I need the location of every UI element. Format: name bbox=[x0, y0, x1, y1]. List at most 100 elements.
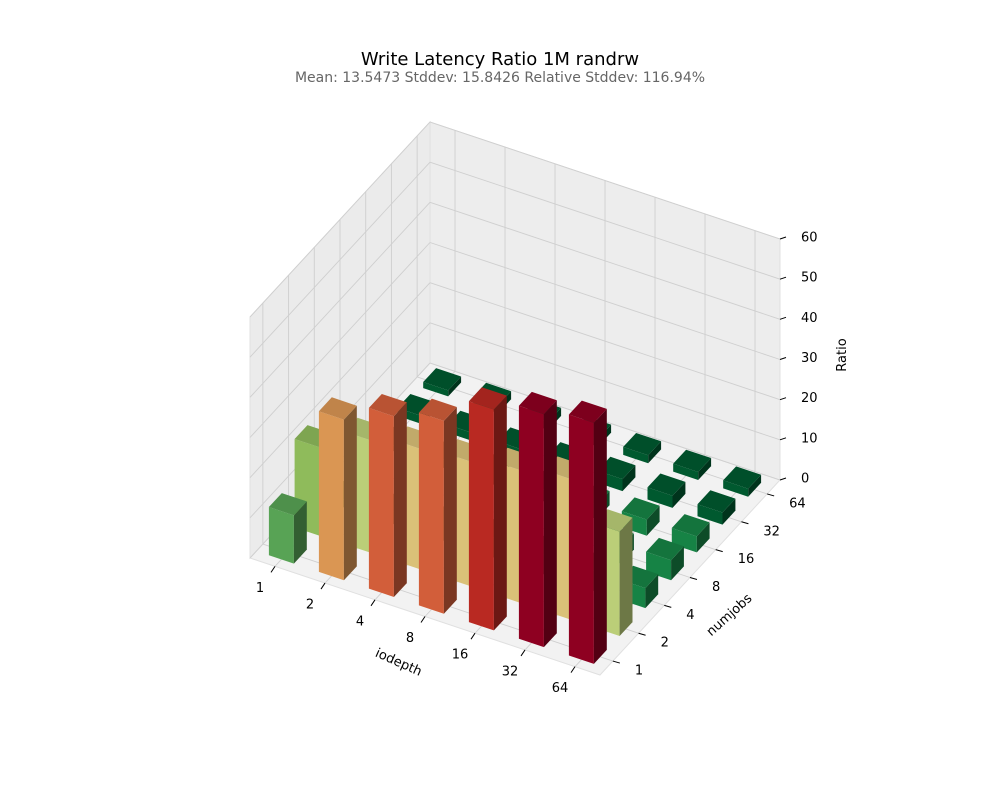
bar bbox=[468, 387, 507, 631]
bar-top-face bbox=[418, 398, 457, 421]
bar-top-face bbox=[623, 433, 662, 456]
tick-mark bbox=[470, 632, 476, 640]
left-grid-line bbox=[249, 282, 431, 478]
bar-side-face bbox=[722, 498, 736, 525]
tick-mark bbox=[715, 549, 723, 553]
bar-front-face bbox=[268, 507, 294, 564]
bar-front-face bbox=[568, 414, 594, 664]
y-tick-label: 2 bbox=[661, 636, 669, 651]
y-axis-label: numjobs bbox=[704, 591, 756, 640]
bar-side-face bbox=[646, 505, 660, 536]
bar-front-face bbox=[518, 405, 544, 648]
x-tick-label: 64 bbox=[552, 681, 569, 696]
back-grid-line bbox=[429, 201, 781, 320]
tick-mark bbox=[570, 666, 576, 673]
left-grid-line bbox=[249, 161, 431, 358]
bar-top-face bbox=[647, 473, 686, 496]
left-grid-line bbox=[249, 242, 431, 438]
bar-side-face bbox=[443, 407, 457, 614]
tick-mark bbox=[612, 660, 620, 664]
tick-mark bbox=[689, 577, 698, 580]
z-tick-label: 50 bbox=[801, 271, 818, 286]
bar-front-face bbox=[623, 446, 649, 464]
bar bbox=[568, 400, 607, 664]
bar-front-face bbox=[673, 463, 699, 480]
back-grid-line bbox=[429, 161, 781, 280]
bar-top-face bbox=[368, 394, 407, 417]
bar-side-face bbox=[393, 402, 407, 597]
bar-front-face bbox=[418, 412, 444, 614]
bar-front-face bbox=[368, 407, 394, 597]
bar bbox=[518, 391, 557, 648]
tick-mark bbox=[638, 632, 646, 636]
z-tick-label: 60 bbox=[801, 231, 818, 246]
bar bbox=[318, 397, 357, 581]
x-tick-label: 1 bbox=[256, 581, 264, 596]
x-axis-label: iodepth bbox=[373, 646, 424, 680]
y-tick-label: 64 bbox=[789, 496, 806, 511]
bar-front-face bbox=[318, 411, 344, 581]
chart-subtitle: Mean: 13.5473 Stddev: 15.8426 Relative S… bbox=[294, 70, 706, 86]
bar-side-face bbox=[748, 474, 762, 497]
left-grid-line bbox=[249, 202, 431, 398]
y-tick-label: 16 bbox=[738, 552, 755, 567]
left-grid-line bbox=[249, 121, 431, 318]
bar-side-face bbox=[648, 441, 662, 464]
bar-top-face bbox=[568, 400, 607, 423]
bar bbox=[671, 514, 710, 553]
y-tick-label: 8 bbox=[712, 580, 720, 595]
tick-mark bbox=[420, 616, 426, 623]
bar bbox=[623, 433, 662, 464]
tick-mark bbox=[779, 477, 787, 481]
bar-side-face bbox=[622, 465, 636, 492]
bars bbox=[268, 368, 762, 664]
back-grid-line bbox=[429, 322, 781, 441]
bar-side-face bbox=[593, 408, 607, 664]
bar-side-face bbox=[672, 481, 686, 508]
tick-mark bbox=[779, 357, 787, 360]
bar-top-face bbox=[468, 387, 507, 410]
bar-side-face bbox=[543, 400, 557, 648]
z-tick-label: 40 bbox=[801, 311, 818, 326]
bar-side-face bbox=[448, 376, 462, 397]
bar-side-face bbox=[645, 574, 659, 609]
back-grid-line bbox=[429, 242, 781, 360]
bar-side-face bbox=[293, 501, 307, 564]
x-tick-label: 4 bbox=[356, 614, 364, 629]
bar-front-face bbox=[697, 504, 723, 525]
bar-front-face bbox=[468, 401, 494, 631]
tick-mark bbox=[779, 236, 787, 240]
bar bbox=[697, 490, 736, 525]
tick-mark bbox=[370, 599, 376, 607]
bar-top-face bbox=[423, 368, 462, 391]
bar-top-face bbox=[671, 514, 710, 537]
bar-top-face bbox=[646, 537, 684, 561]
bar-top-face bbox=[268, 493, 307, 516]
x-tick-label: 8 bbox=[406, 631, 414, 646]
back-grid-line bbox=[429, 282, 781, 401]
bar bbox=[673, 449, 712, 480]
y-tick-label: 1 bbox=[635, 664, 643, 679]
z-tick-label: 20 bbox=[801, 391, 818, 406]
bar-front-face bbox=[423, 382, 449, 397]
tick-labels: 1 2 4 8 16 32 64 1 2 4 8 16 32 64 0 10 20 30 40 50 60 bbox=[256, 231, 818, 697]
y-tick-label: 4 bbox=[686, 608, 694, 623]
bar bbox=[368, 394, 407, 597]
bar bbox=[268, 493, 307, 564]
bar-front-face bbox=[647, 487, 673, 508]
tick-mark bbox=[779, 397, 787, 401]
bar-side-face bbox=[698, 458, 712, 480]
tick-mark bbox=[270, 566, 276, 573]
z-tick-label: 30 bbox=[801, 351, 818, 366]
tick-mark bbox=[767, 493, 775, 497]
bar bbox=[647, 473, 686, 508]
z-tick-label: 0 bbox=[801, 472, 809, 487]
bar bbox=[423, 368, 462, 397]
tick-mark bbox=[664, 604, 672, 608]
bar-front-face bbox=[723, 480, 749, 497]
x-tick-label: 16 bbox=[452, 648, 469, 663]
bar bbox=[418, 398, 457, 614]
bar bbox=[723, 466, 762, 497]
x-tick-label: 32 bbox=[502, 664, 519, 679]
